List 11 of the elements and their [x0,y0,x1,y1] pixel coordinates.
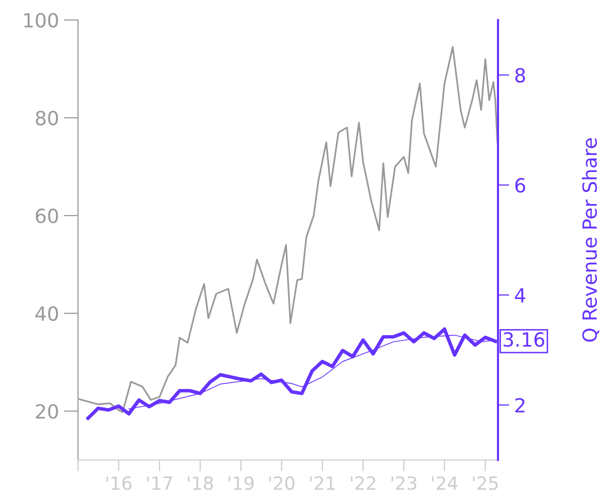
y-tick-label: 80 [36,110,58,126]
y2-tick-label: 8 [515,68,526,83]
y-tick-label: 40 [35,306,58,321]
text: 3.16 [504,332,544,347]
y2-tick-label: 2 [515,398,524,412]
y2-tick-label: 6 [515,178,526,193]
y2-tick-label: 4 [514,288,526,302]
y-tick-label: 60 [36,208,58,224]
y-tick-label: 100 [24,12,58,28]
y2-axis-title: Q Revenue Per Share [582,138,600,342]
y-tick-label: 20 [36,404,58,419]
